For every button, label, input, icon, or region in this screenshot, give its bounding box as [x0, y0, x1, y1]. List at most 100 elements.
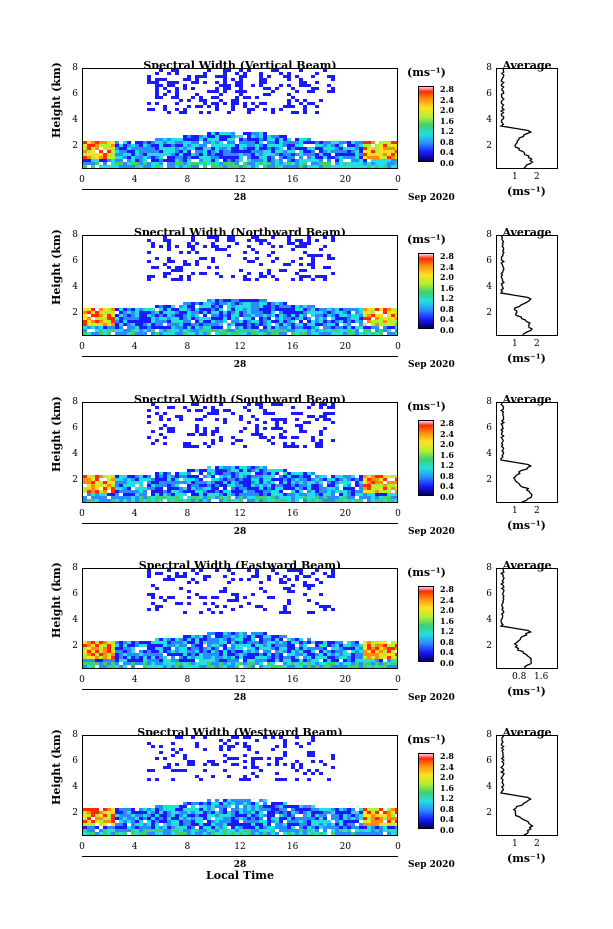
heatmap-cell — [347, 490, 351, 493]
heatmap-cell — [155, 305, 159, 308]
heatmap-cell — [259, 406, 263, 409]
heatmap-cell — [323, 147, 327, 150]
heatmap-cell — [87, 662, 91, 665]
heatmap-cell — [231, 150, 235, 153]
heatmap-cell — [303, 326, 307, 329]
colorbar-tick: 2.4 — [440, 761, 454, 772]
heatmap-cell — [151, 650, 155, 653]
heatmap-cell — [179, 499, 183, 502]
heatmap-cell — [175, 826, 179, 829]
heatmap-cell — [131, 475, 135, 478]
heatmap-cell — [283, 141, 287, 144]
heatmap-cell — [363, 641, 367, 644]
heatmap-cell — [267, 493, 271, 496]
heatmap-cell — [251, 832, 255, 835]
heatmap-cell — [367, 478, 371, 481]
heatmap-cell — [291, 478, 295, 481]
heatmap-cell — [151, 162, 155, 165]
heatmap-cell — [223, 650, 227, 653]
heatmap-cell — [147, 814, 151, 817]
heatmap-cell — [159, 826, 163, 829]
heatmap-cell — [247, 569, 251, 572]
heatmap-cell — [87, 147, 91, 150]
heatmap-plot — [82, 235, 398, 336]
heatmap-cell — [311, 499, 315, 502]
heatmap-cell — [239, 90, 243, 93]
heatmap-cell — [255, 257, 259, 260]
heatmap-cell — [299, 808, 303, 811]
heatmap-cell — [207, 632, 211, 635]
heatmap-cell — [371, 326, 375, 329]
heatmap-cell — [279, 269, 283, 272]
heatmap-cell — [311, 403, 315, 406]
heatmap-cell — [243, 644, 247, 647]
heatmap-cell — [311, 736, 315, 739]
heatmap-cell — [203, 102, 207, 105]
heatmap-cell — [203, 150, 207, 153]
heatmap-cell — [243, 799, 247, 802]
heatmap-cell — [323, 326, 327, 329]
heatmap-cell — [331, 484, 335, 487]
heatmap-cell — [275, 424, 279, 427]
heatmap-cell — [123, 323, 127, 326]
heatmap-cell — [231, 662, 235, 665]
heatmap-cell — [223, 644, 227, 647]
heatmap-cell — [287, 665, 291, 668]
heatmap-cell — [199, 96, 203, 99]
heatmap-cell — [123, 650, 127, 653]
heatmap-cell — [87, 493, 91, 496]
heatmap-cell — [255, 757, 259, 760]
heatmap-cell — [235, 162, 239, 165]
heatmap-cell — [235, 475, 239, 478]
heatmap-cell — [295, 162, 299, 165]
heatmap-cell — [295, 99, 299, 102]
heatmap-cell — [231, 811, 235, 814]
heatmap-cell — [315, 820, 319, 823]
heatmap-cell — [195, 320, 199, 323]
x-tick-label: 16 — [286, 175, 299, 185]
heatmap-cell — [263, 323, 267, 326]
colorbar — [418, 420, 434, 496]
heatmap-cell — [307, 817, 311, 820]
heatmap-cell — [291, 763, 295, 766]
heatmap-cell — [235, 665, 239, 668]
heatmap-cell — [347, 662, 351, 665]
heatmap-cell — [147, 496, 151, 499]
heatmap-cell — [195, 329, 199, 332]
heatmap-cell — [255, 236, 259, 239]
heatmap-cell — [211, 305, 215, 308]
heatmap-cell — [303, 829, 307, 832]
heatmap-cell — [99, 475, 103, 478]
heatmap-cell — [295, 760, 299, 763]
heatmap-cell — [131, 493, 135, 496]
heatmap-cell — [267, 665, 271, 668]
heatmap-cell — [259, 162, 263, 165]
heatmap-cell — [203, 493, 207, 496]
month-label: Sep 2020 — [408, 193, 455, 203]
heatmap-cell — [151, 641, 155, 644]
heatmap-cell — [371, 811, 375, 814]
heatmap-cell — [167, 472, 171, 475]
heatmap-cell — [303, 656, 307, 659]
heatmap-cell — [383, 644, 387, 647]
heatmap-cell — [219, 302, 223, 305]
heatmap-cell — [199, 802, 203, 805]
avg-y-tick: 8 — [486, 730, 492, 740]
heatmap-cell — [143, 162, 147, 165]
heatmap-cell — [127, 153, 131, 156]
heatmap-cell — [151, 147, 155, 150]
heatmap-cell — [239, 299, 243, 302]
heatmap-cell — [235, 826, 239, 829]
heatmap-cell — [123, 150, 127, 153]
heatmap-cell — [391, 665, 395, 668]
heatmap-cell — [227, 656, 231, 659]
heatmap-cell — [123, 641, 127, 644]
heatmap-cell — [323, 829, 327, 832]
heatmap-cell — [127, 808, 131, 811]
heatmap-cell — [323, 308, 327, 311]
heatmap-cell — [211, 656, 215, 659]
heatmap-cell — [331, 823, 335, 826]
heatmap-cell — [123, 311, 127, 314]
heatmap-cell — [243, 147, 247, 150]
heatmap-cell — [303, 314, 307, 317]
